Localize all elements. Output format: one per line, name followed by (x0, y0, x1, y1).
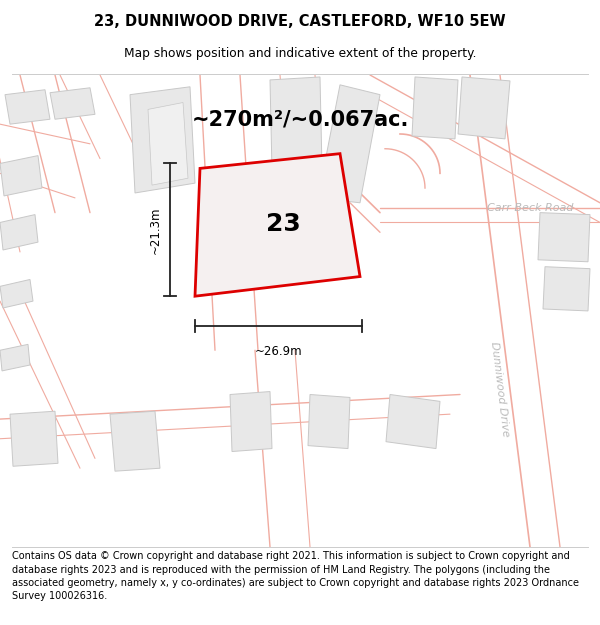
Polygon shape (458, 77, 510, 139)
Polygon shape (308, 394, 350, 449)
Text: Dunniwood Drive: Dunniwood Drive (489, 341, 511, 437)
Polygon shape (10, 411, 58, 466)
Polygon shape (195, 154, 360, 296)
Text: ~21.3m: ~21.3m (149, 206, 161, 254)
Polygon shape (130, 87, 195, 193)
Polygon shape (148, 102, 188, 185)
Text: Carr Beck Road: Carr Beck Road (487, 202, 573, 212)
Polygon shape (5, 90, 50, 124)
Polygon shape (110, 411, 160, 471)
Polygon shape (50, 88, 95, 119)
Polygon shape (386, 394, 440, 449)
Text: Contains OS data © Crown copyright and database right 2021. This information is : Contains OS data © Crown copyright and d… (12, 551, 579, 601)
Polygon shape (0, 344, 30, 371)
Text: 23: 23 (266, 212, 301, 236)
Polygon shape (543, 267, 590, 311)
Text: 23, DUNNIWOOD DRIVE, CASTLEFORD, WF10 5EW: 23, DUNNIWOOD DRIVE, CASTLEFORD, WF10 5E… (94, 14, 506, 29)
Polygon shape (230, 391, 272, 451)
Polygon shape (0, 156, 42, 196)
Polygon shape (0, 214, 38, 250)
Text: Map shows position and indicative extent of the property.: Map shows position and indicative extent… (124, 47, 476, 60)
Polygon shape (412, 77, 458, 139)
Text: ~270m²/~0.067ac.: ~270m²/~0.067ac. (191, 109, 409, 129)
Polygon shape (538, 213, 590, 262)
Polygon shape (270, 77, 322, 171)
Text: ~26.9m: ~26.9m (254, 346, 302, 358)
Polygon shape (0, 279, 33, 308)
Polygon shape (318, 85, 380, 202)
